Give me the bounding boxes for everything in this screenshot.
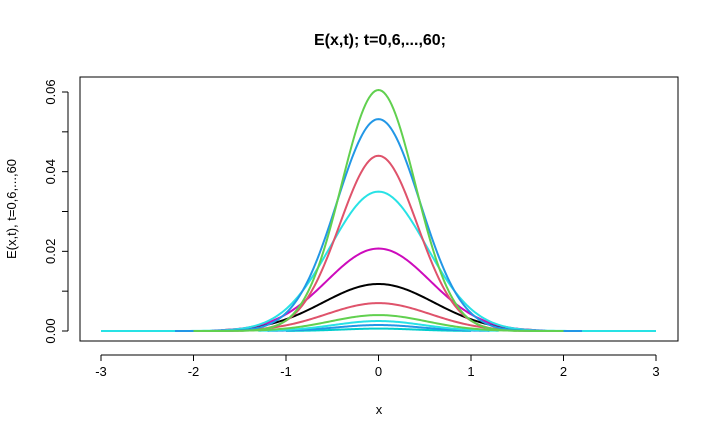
series-line-11 [193,89,564,332]
series-line-2 [267,324,490,332]
x-tick-label: 2 [560,364,567,379]
series-line-8 [101,190,656,332]
y-tick-label: 0.04 [43,159,58,184]
series-line-10 [175,118,582,332]
series-layer [101,89,656,332]
x-tick-label: -3 [95,364,107,379]
plot-area-frame [79,76,679,342]
y-axis-label: E(x,t), t=0,6,...,60 [4,159,19,259]
series-line-5 [230,302,527,332]
x-axis: -3 -2 -1 0 1 2 3 [95,354,660,379]
y-tick-label: 0.00 [43,318,58,343]
series-line-9 [184,154,573,332]
chart-title: E(x,t); t=0,6,...,60; [314,32,446,49]
y-tick-label: 0.02 [43,239,58,264]
series-line-3 [258,320,499,332]
x-tick-label: 0 [375,364,382,379]
x-tick-label: -1 [280,364,292,379]
y-axis: 0.00 0.02 0.04 0.06 [43,79,69,344]
x-axis-label: x [376,402,383,417]
series-line-4 [239,314,518,332]
series-line-7 [211,247,546,332]
x-tick-label: 3 [652,364,659,379]
x-tick-label: -2 [188,364,200,379]
series-line-1 [285,327,472,332]
x-tick-label: 1 [467,364,474,379]
y-tick-label: 0.06 [43,79,58,104]
